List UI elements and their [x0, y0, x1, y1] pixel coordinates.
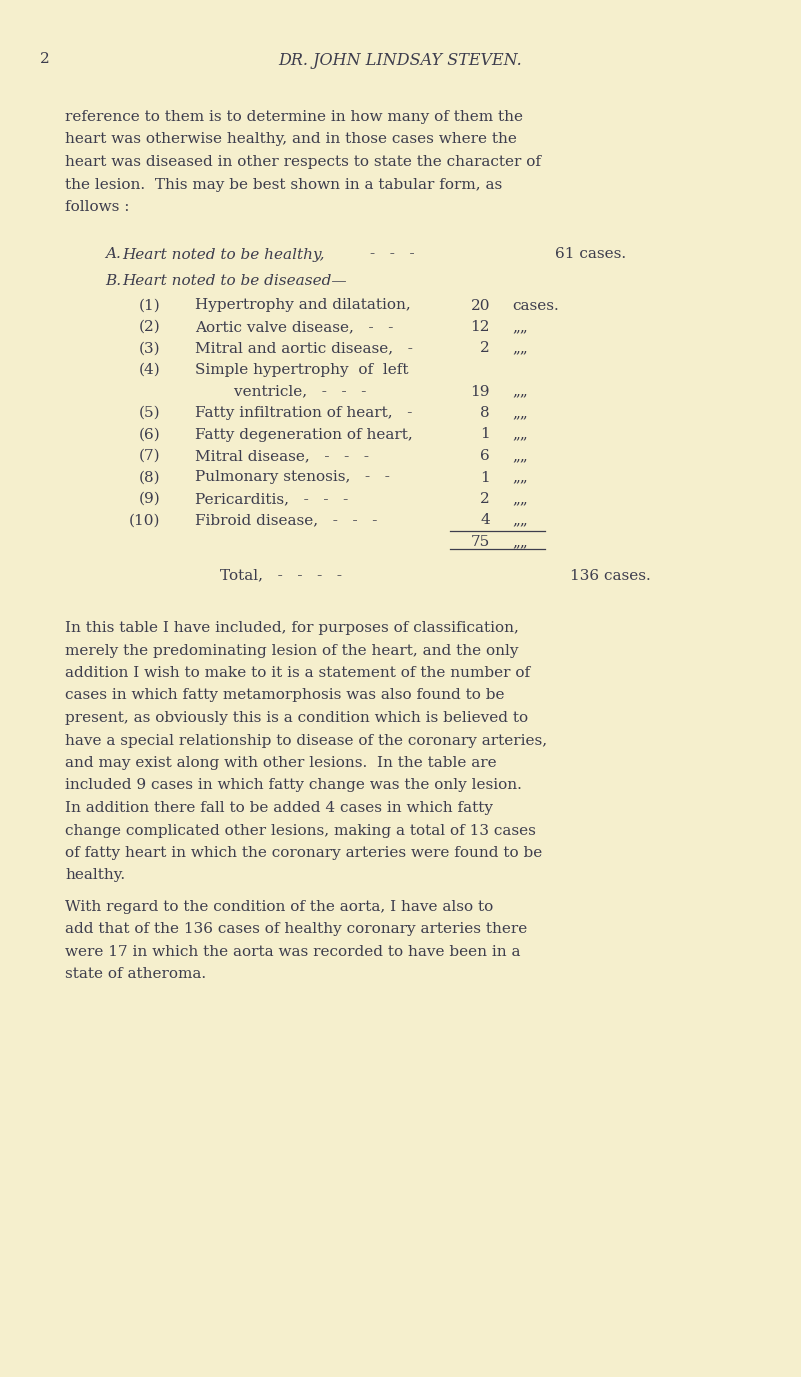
- Text: Hypertrophy and dilatation,: Hypertrophy and dilatation,: [195, 299, 411, 313]
- Text: (10): (10): [128, 514, 160, 527]
- Text: 1: 1: [481, 471, 490, 485]
- Text: heart was diseased in other respects to state the character of: heart was diseased in other respects to …: [65, 156, 541, 169]
- Text: 6: 6: [481, 449, 490, 463]
- Text: ventricle,   -   -   -: ventricle, - - -: [195, 384, 366, 398]
- Text: With regard to the condition of the aorta, I have also to: With regard to the condition of the aort…: [65, 901, 493, 914]
- Text: Fatty infiltration of heart,   -: Fatty infiltration of heart, -: [195, 406, 413, 420]
- Text: of fatty heart in which the coronary arteries were found to be: of fatty heart in which the coronary art…: [65, 845, 542, 861]
- Text: 2: 2: [481, 341, 490, 355]
- Text: cases in which fatty metamorphosis was also found to be: cases in which fatty metamorphosis was a…: [65, 688, 505, 702]
- Text: Mitral disease,   -   -   -: Mitral disease, - - -: [195, 449, 369, 463]
- Text: „„: „„: [512, 536, 528, 549]
- Text: 136 cases.: 136 cases.: [570, 569, 650, 582]
- Text: follows :: follows :: [65, 200, 130, 213]
- Text: „„: „„: [512, 384, 528, 398]
- Text: Simple hypertrophy  of  left: Simple hypertrophy of left: [195, 364, 409, 377]
- Text: included 9 cases in which fatty change was the only lesion.: included 9 cases in which fatty change w…: [65, 778, 522, 793]
- Text: (6): (6): [139, 427, 160, 442]
- Text: change complicated other lesions, making a total of 13 cases: change complicated other lesions, making…: [65, 823, 536, 837]
- Text: (9): (9): [139, 492, 160, 505]
- Text: „„: „„: [512, 471, 528, 485]
- Text: addition I wish to make to it is a statement of the number of: addition I wish to make to it is a state…: [65, 666, 530, 680]
- Text: 1: 1: [481, 427, 490, 442]
- Text: „„: „„: [512, 514, 528, 527]
- Text: 61 cases.: 61 cases.: [555, 248, 626, 262]
- Text: present, as obviously this is a condition which is believed to: present, as obviously this is a conditio…: [65, 711, 528, 726]
- Text: have a special relationship to disease of the coronary arteries,: have a special relationship to disease o…: [65, 734, 547, 748]
- Text: „„: „„: [512, 427, 528, 442]
- Text: (1): (1): [139, 299, 160, 313]
- Text: and may exist along with other lesions.  In the table are: and may exist along with other lesions. …: [65, 756, 497, 770]
- Text: add that of the 136 cases of healthy coronary arteries there: add that of the 136 cases of healthy cor…: [65, 923, 527, 936]
- Text: 4: 4: [481, 514, 490, 527]
- Text: (5): (5): [139, 406, 160, 420]
- Text: „„: „„: [512, 406, 528, 420]
- Text: reference to them is to determine in how many of them the: reference to them is to determine in how…: [65, 110, 523, 124]
- Text: healthy.: healthy.: [65, 869, 125, 883]
- Text: -   -   -: - - -: [370, 248, 415, 262]
- Text: Pulmonary stenosis,   -   -: Pulmonary stenosis, - -: [195, 471, 390, 485]
- Text: Fibroid disease,   -   -   -: Fibroid disease, - - -: [195, 514, 377, 527]
- Text: cases.: cases.: [512, 299, 559, 313]
- Text: (7): (7): [139, 449, 160, 463]
- Text: Total,   -   -   -   -: Total, - - - -: [220, 569, 342, 582]
- Text: Heart noted to be healthy,: Heart noted to be healthy,: [122, 248, 324, 262]
- Text: Fatty degeneration of heart,: Fatty degeneration of heart,: [195, 427, 413, 442]
- Text: „„: „„: [512, 449, 528, 463]
- Text: Pericarditis,   -   -   -: Pericarditis, - - -: [195, 492, 348, 505]
- Text: In addition there fall to be added 4 cases in which fatty: In addition there fall to be added 4 cas…: [65, 801, 493, 815]
- Text: 19: 19: [470, 384, 490, 398]
- Text: 20: 20: [470, 299, 490, 313]
- Text: Mitral and aortic disease,   -: Mitral and aortic disease, -: [195, 341, 413, 355]
- Text: In this table I have included, for purposes of classification,: In this table I have included, for purpo…: [65, 621, 519, 635]
- Text: 12: 12: [470, 319, 490, 335]
- Text: (2): (2): [139, 319, 160, 335]
- Text: 8: 8: [481, 406, 490, 420]
- Text: (4): (4): [139, 364, 160, 377]
- Text: A.: A.: [105, 248, 121, 262]
- Text: Aortic valve disease,   -   -: Aortic valve disease, - -: [195, 319, 393, 335]
- Text: the lesion.  This may be best shown in a tabular form, as: the lesion. This may be best shown in a …: [65, 178, 502, 191]
- Text: B.: B.: [105, 274, 121, 288]
- Text: merely the predominating lesion of the heart, and the only: merely the predominating lesion of the h…: [65, 643, 518, 657]
- Text: 2: 2: [40, 52, 50, 66]
- Text: heart was otherwise healthy, and in those cases where the: heart was otherwise healthy, and in thos…: [65, 132, 517, 146]
- Text: „„: „„: [512, 492, 528, 505]
- Text: 75: 75: [471, 536, 490, 549]
- Text: were 17 in which the aorta was recorded to have been in a: were 17 in which the aorta was recorded …: [65, 945, 521, 958]
- Text: Heart noted to be diseased—: Heart noted to be diseased—: [122, 274, 347, 288]
- Text: (8): (8): [139, 471, 160, 485]
- Text: DR. JOHN LINDSAY STEVEN.: DR. JOHN LINDSAY STEVEN.: [278, 52, 522, 69]
- Text: „„: „„: [512, 341, 528, 355]
- Text: (3): (3): [139, 341, 160, 355]
- Text: 2: 2: [481, 492, 490, 505]
- Text: „„: „„: [512, 319, 528, 335]
- Text: state of atheroma.: state of atheroma.: [65, 968, 206, 982]
